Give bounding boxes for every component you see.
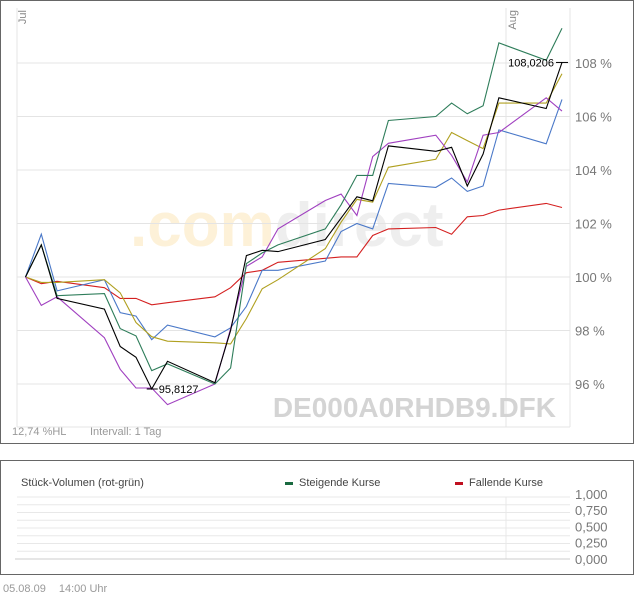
series-group — [24, 27, 563, 406]
y-tick-label: 100 % — [575, 270, 612, 285]
y-tick-label: 106 % — [575, 110, 612, 125]
y-tick-label: 98 % — [575, 324, 605, 339]
series-line-3 — [25, 97, 563, 406]
legend-rising-label: Steigende Kurse — [299, 477, 380, 489]
legend-falling-swatch — [455, 482, 463, 485]
y-tick-label: 104 % — [575, 163, 612, 178]
interval-text: Intervall: 1 Tag — [90, 426, 161, 438]
x-tick-label: Aug — [507, 10, 519, 30]
legend-falling-label: Fallende Kurse — [469, 477, 543, 489]
volume-y-tick: 0,500 — [575, 519, 608, 534]
x-tick-label: Jul — [17, 10, 29, 24]
min-label: 95,8127 — [159, 384, 199, 396]
y-tick-label: 102 % — [575, 217, 612, 232]
footer: 05.08.09 14:00 Uhr — [3, 583, 117, 595]
volume-y-tick: 0,000 — [575, 552, 608, 567]
volume-panel-frame — [0, 460, 634, 575]
main-chart-frame — [0, 0, 634, 444]
series-line-4 — [25, 27, 563, 385]
series-line-1 — [24, 99, 563, 341]
series-line-2 — [25, 73, 563, 345]
volume-y-tick: 0,750 — [575, 503, 608, 518]
grid: 96 % 98 % 100 % 102 % 104 % 106 % 108 % Jul Aug — [16, 8, 612, 428]
watermark-logo: .comdirect — [130, 191, 444, 260]
hl-text: 12,74 %HL — [12, 426, 66, 438]
y-tick-label: 96 % — [575, 377, 605, 392]
footer-date: 05.08.09 — [3, 583, 46, 595]
volume-title: Stück-Volumen (rot-grün) — [21, 477, 144, 489]
volume-y-tick: 0,250 — [575, 536, 608, 551]
symbol-watermark: DE000A0RHDB9.DFK — [273, 392, 556, 423]
volume-y-tick: 1,000 — [575, 487, 608, 502]
annotations: 108,0206 95,8127 — [146, 57, 569, 396]
series-line-0 — [25, 202, 563, 306]
series-line-5 — [25, 62, 563, 391]
max-label: 108,0206 — [508, 57, 554, 69]
legend-rising-swatch — [285, 482, 293, 485]
footer-time: 14:00 Uhr — [58, 583, 108, 595]
y-tick-label: 108 % — [575, 56, 612, 71]
